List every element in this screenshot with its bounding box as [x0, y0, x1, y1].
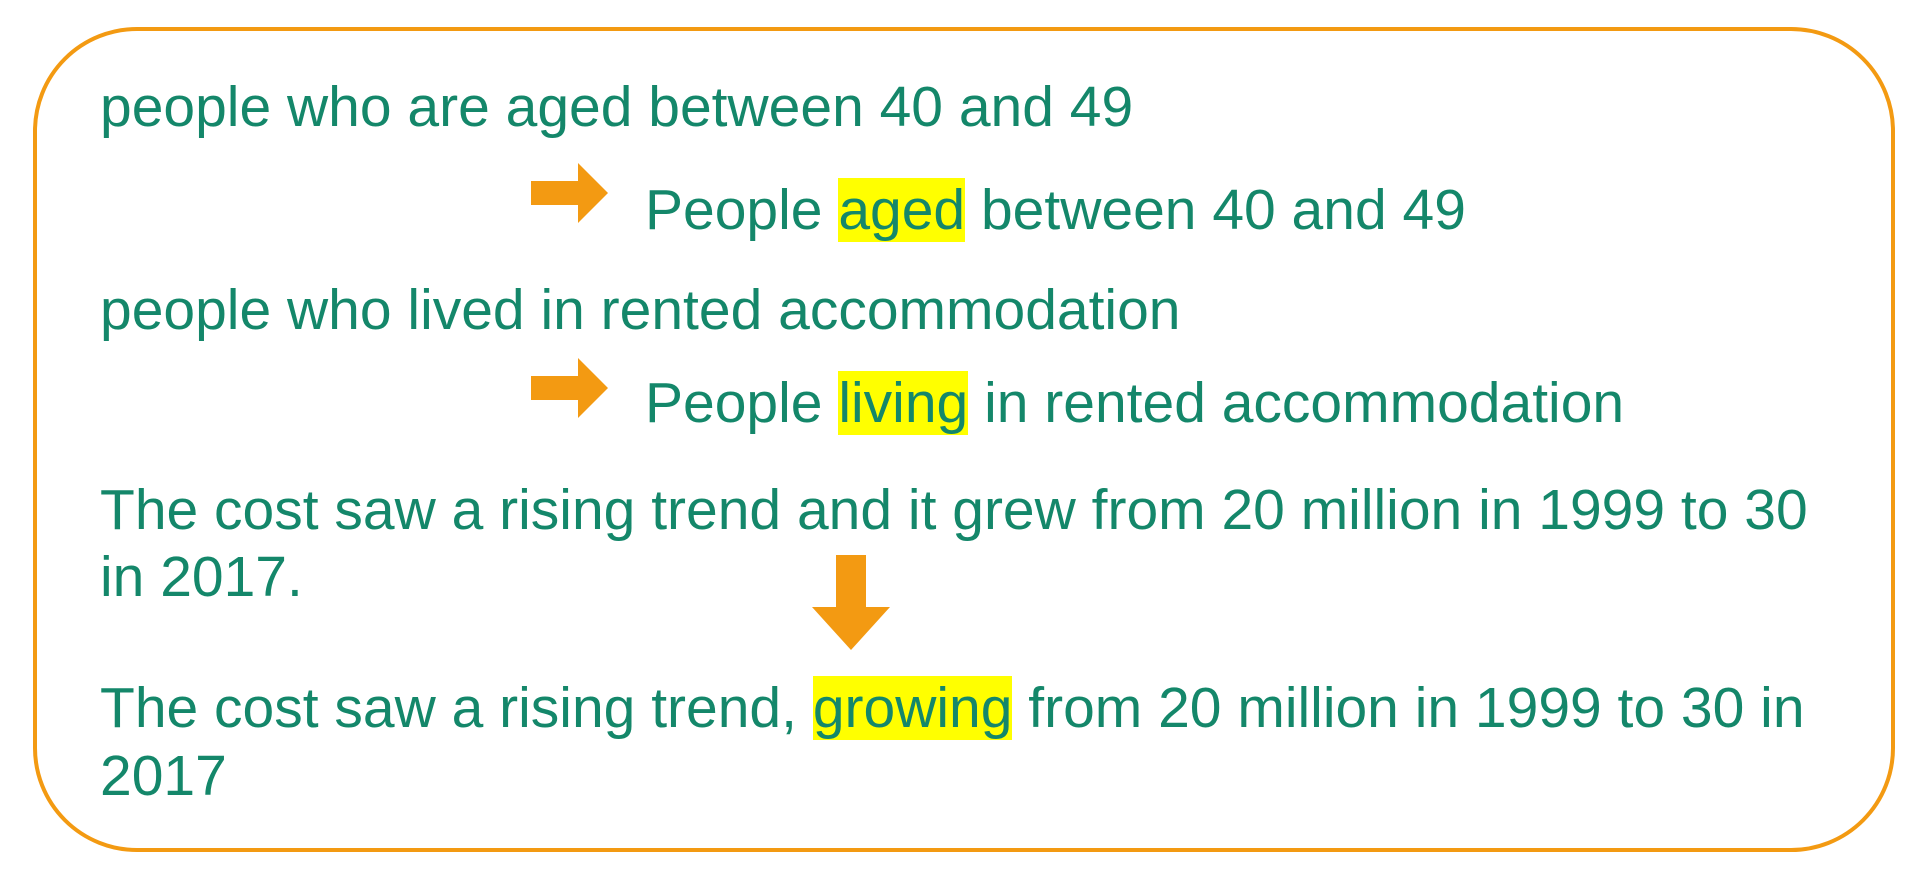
revised-text: in rented accommodation	[968, 371, 1625, 435]
highlighted-word: living	[838, 371, 969, 435]
example-1-revised: People aged between 40 and 49	[645, 178, 1466, 242]
example-2-revised: People living in rented accommodation	[645, 371, 1624, 435]
arrow-right-icon	[531, 358, 608, 418]
highlighted-word: aged	[838, 178, 966, 242]
example-3-revised-line-2: 2017	[100, 744, 227, 808]
revised-text: People	[645, 178, 839, 242]
example-3-revised-line-1: The cost saw a rising trend, growing fro…	[100, 676, 1805, 740]
revised-text: People	[645, 371, 839, 435]
arrow-right-icon	[531, 163, 608, 223]
revised-text: between 40 and 49	[965, 178, 1466, 242]
example-3-original-line-2: in 2017.	[100, 545, 303, 609]
highlighted-word: growing	[812, 676, 1013, 740]
revised-text: from 20 million in 1999 to 30 in	[1012, 676, 1805, 740]
arrow-down-icon	[812, 555, 890, 650]
example-2-original: people who lived in rented accommodation	[100, 278, 1181, 342]
example-3-original-line-1: The cost saw a rising trend and it grew …	[100, 478, 1808, 542]
example-1-original: people who are aged between 40 and 49	[100, 75, 1134, 139]
revised-text: The cost saw a rising trend,	[100, 676, 813, 740]
